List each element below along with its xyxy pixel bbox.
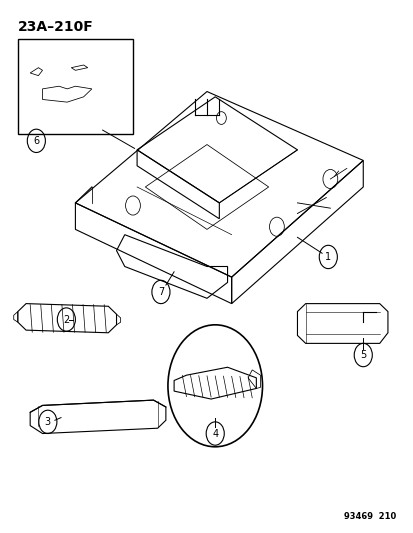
- Text: 6: 6: [33, 136, 39, 146]
- Text: 93469  210: 93469 210: [343, 512, 395, 521]
- Text: 5: 5: [359, 350, 366, 360]
- Text: 1: 1: [325, 252, 330, 262]
- Text: 23A–210F: 23A–210F: [18, 20, 93, 34]
- Text: 3: 3: [45, 417, 51, 427]
- Text: 4: 4: [211, 429, 218, 439]
- Text: 7: 7: [157, 287, 164, 297]
- Text: 2: 2: [63, 314, 69, 325]
